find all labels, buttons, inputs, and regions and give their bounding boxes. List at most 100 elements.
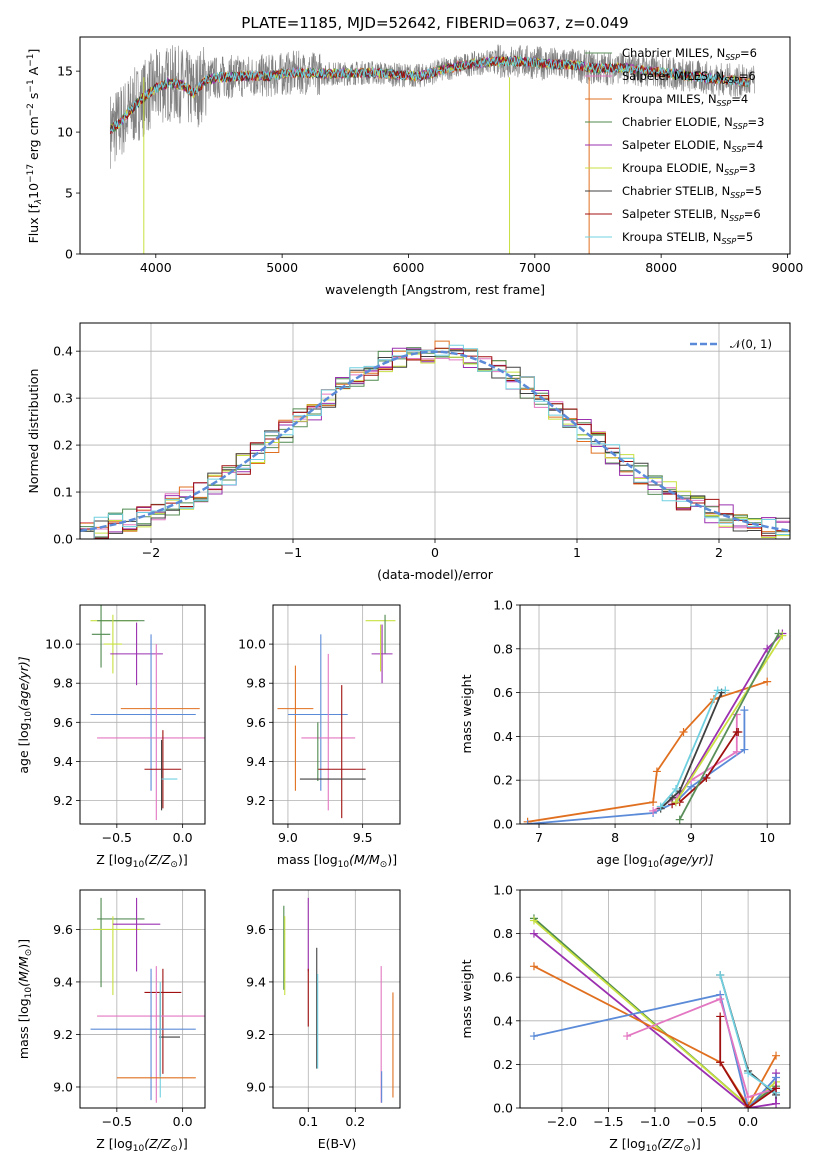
plus-marker (529, 929, 538, 938)
y-tick-label: 9.2 (53, 793, 73, 808)
plus-marker (744, 1104, 753, 1108)
mass-weight-series-line (626, 997, 777, 1099)
y-tick-label: 9.4 (53, 754, 73, 769)
plus-marker (649, 798, 658, 807)
x-tick-label: 0.1 (298, 1114, 318, 1129)
massweight-vs-metallicity-grid (520, 889, 790, 1109)
residual-ylabel: Normed distribution (26, 369, 41, 494)
y-tick-label: 9.4 (53, 974, 73, 989)
y-tick-label: 0.6 (493, 685, 513, 700)
massweight-vs-metallicity-lines (529, 914, 781, 1108)
spectrum-legend: Chabrier MILES, NSSP=6 Salpeter MILES, NS… (585, 46, 764, 246)
mass-weight-series-line (527, 710, 746, 824)
mass-vs-metallicity-panel: −0.5 0.0 9.0 9.2 9.4 9.6 Z [log10(Z/Z⊙)] mass… (16, 889, 206, 1154)
y-tick-label: 9.8 (53, 676, 73, 691)
x-tick-label: −0.5 (102, 1114, 132, 1129)
age-vs-mass-frame (272, 604, 401, 825)
y-tick-label: 1.0 (493, 598, 513, 613)
massweight-vs-metallicity-panel: −2.0 −1.5 −1.0 −0.5 0.0 0.0 0.2 0.4 0.6 0.8 1.0 Z … (459, 883, 791, 1154)
plus-marker (774, 629, 783, 638)
massweight-vs-age-xlabel: age [log10(age/yr)] (596, 852, 713, 870)
x-tick-label: −1.5 (593, 1114, 623, 1129)
x-tick-label: 9000 (772, 260, 804, 275)
y-tick-label: 0.3 (53, 391, 73, 406)
x-tick-label: 8000 (645, 260, 677, 275)
spectrum-data-lines (109, 43, 755, 254)
y-tick-label: 0.4 (493, 729, 513, 744)
x-tick-label: 9.5 (353, 830, 373, 845)
legend-entry: Chabrier MILES, NSSP=6 (622, 46, 757, 62)
x-tick-label: −1 (284, 545, 302, 560)
mass-vs-metallicity-frame (79, 889, 206, 1109)
y-tick-label: 0.2 (493, 773, 513, 788)
y-tick-label: 9.8 (246, 676, 266, 691)
residual-histograms (80, 340, 790, 539)
x-tick-label: 7 (535, 830, 543, 845)
legend-entry: Kroupa ELODIE, NSSP=3 (622, 161, 756, 177)
x-tick-label: 6000 (393, 260, 425, 275)
legend-entry: Kroupa MILES, NSSP=4 (622, 92, 748, 108)
plus-marker (529, 962, 538, 971)
y-tick-label: 0.6 (493, 970, 513, 985)
age-vs-metallicity-points (90, 605, 205, 821)
residual-panel: −2 −1 0 1 2 0.0 0.1 0.2 0.3 0.4 (data-model)/erro… (26, 322, 791, 582)
model-spectrum-line (109, 54, 750, 133)
legend-entry: Chabrier ELODIE, NSSP=3 (622, 115, 764, 131)
plus-marker (675, 815, 684, 824)
mass-vs-ebv-frame (272, 889, 401, 1109)
x-tick-label: 0.0 (738, 1114, 758, 1129)
mass-vs-metallicity-grid (80, 890, 205, 1108)
legend-entry: Kroupa STELIB, NSSP=5 (622, 230, 753, 246)
y-tick-label: 9.6 (53, 922, 73, 937)
residual-histogram-line (80, 344, 790, 539)
x-tick-label: −2 (142, 545, 160, 560)
spectrum-ylabel: Flux [fλ10−17 erg cm−2 s−1 A−1] (26, 49, 44, 244)
plus-marker (763, 677, 772, 686)
plus-marker (679, 728, 688, 737)
mass-weight-series-line (719, 1016, 777, 1108)
x-tick-label: 9 (687, 830, 695, 845)
mass-vs-ebv-xlabel: E(B-V) (318, 1136, 357, 1151)
mass-vs-ebv-panel: 0.1 0.2 9.0 9.2 9.4 9.6 E(B-V) (246, 889, 401, 1151)
age-vs-metallicity-frame (79, 604, 206, 825)
plus-marker (671, 784, 680, 793)
plus-marker (772, 1073, 781, 1082)
mass-vs-metallicity-points (90, 897, 205, 1103)
plus-marker (740, 745, 749, 754)
mass-vs-metallicity-ticks: −0.5 0.0 9.0 9.2 9.4 9.6 (53, 922, 193, 1129)
plus-marker (734, 728, 743, 737)
age-vs-mass-points (277, 614, 396, 819)
massweight-vs-age-ticks: 7 8 9 10 0.0 0.2 0.4 0.6 0.8 1.0 (493, 598, 775, 846)
plus-marker (732, 747, 741, 756)
mass-weight-series-line (527, 680, 768, 823)
y-tick-label: 9.6 (246, 715, 266, 730)
y-tick-label: 10.0 (238, 637, 266, 652)
x-tick-label: 9.0 (278, 830, 298, 845)
plus-marker (772, 1099, 781, 1108)
x-tick-label: 10 (759, 830, 775, 845)
legend-entry: Salpeter STELIB, NSSP=6 (622, 207, 761, 223)
y-tick-label: 10 (57, 125, 73, 140)
y-tick-label: 0.8 (493, 641, 513, 656)
residual-legend-label: 𝒩(0, 1) (730, 337, 772, 351)
massweight-vs-metallicity-ylabel: mass weight (459, 959, 474, 1038)
x-tick-label: −0.5 (102, 830, 132, 845)
mass-vs-metallicity-ylabel: mass [log10(M/M⊙)] (16, 939, 34, 1059)
y-tick-label: 9.2 (53, 1027, 73, 1042)
age-vs-mass-xlabel: mass [log10(M/M⊙)] (277, 852, 397, 870)
y-tick-label: 1.0 (493, 883, 513, 898)
plus-marker (716, 1058, 725, 1067)
plus-marker (656, 802, 665, 811)
plus-marker (529, 916, 538, 925)
plus-marker (702, 774, 711, 783)
plus-marker (671, 798, 680, 807)
y-tick-label: 15 (57, 64, 73, 79)
legend-entry: Salpeter ELODIE, NSSP=4 (622, 138, 763, 154)
age-vs-mass-ticks: 9.0 9.5 9.2 9.4 9.6 9.8 10.0 (238, 637, 372, 845)
y-tick-label: 0.2 (493, 1057, 513, 1072)
spectrum-xlabel: wavelength [Angstrom, rest frame] (325, 282, 545, 297)
plus-marker (713, 686, 722, 695)
x-tick-label: 5000 (266, 260, 298, 275)
y-tick-label: 0.2 (53, 438, 73, 453)
spectrum-panel: 4000 5000 6000 7000 8000 9000 0 5 10 15 wavelengt… (26, 36, 804, 297)
